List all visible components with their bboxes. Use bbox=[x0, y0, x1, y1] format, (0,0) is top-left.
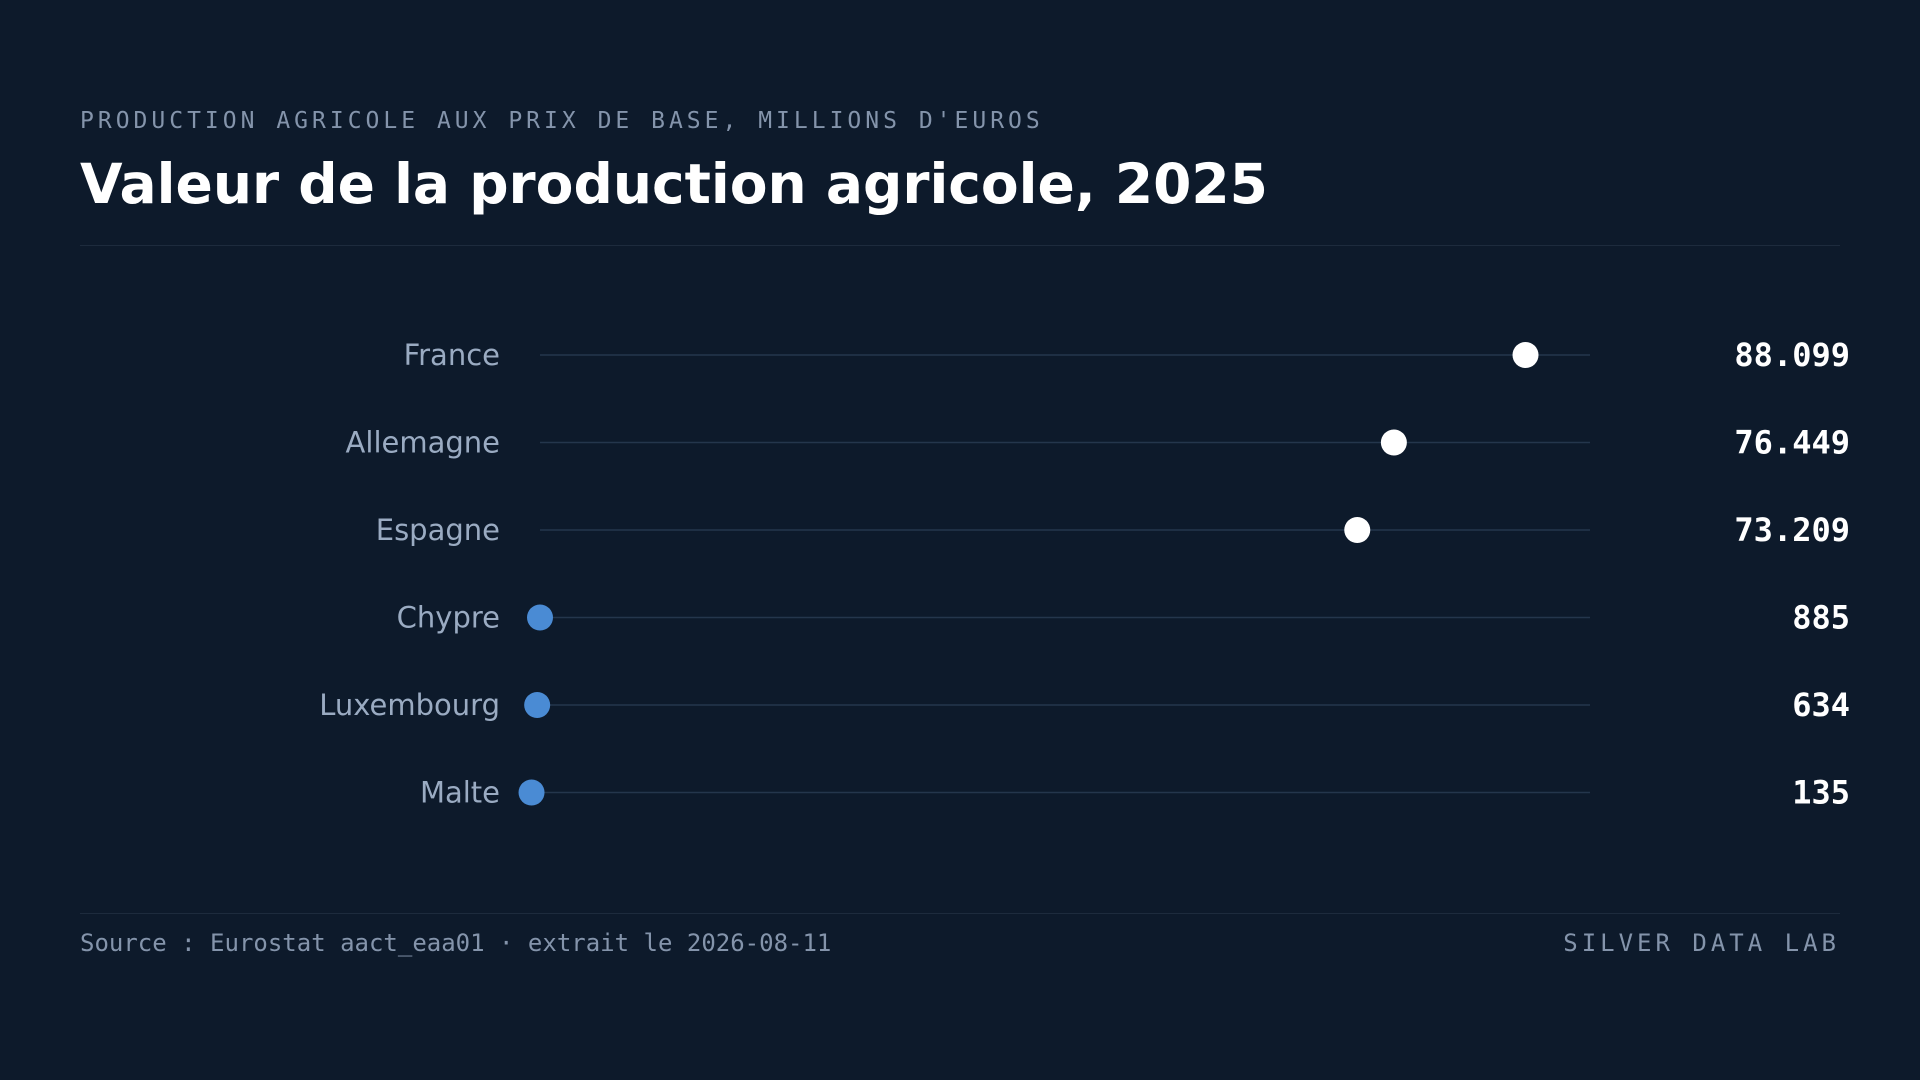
value-label-chypre: 885 bbox=[1792, 599, 1850, 637]
data-point-france bbox=[1512, 342, 1539, 368]
category-label-luxembourg: Luxembourg bbox=[319, 688, 500, 722]
chart-subtitle: PRODUCTION AGRICOLE AUX PRIX DE BASE, MI… bbox=[80, 108, 1044, 134]
category-label-espagne: Espagne bbox=[376, 513, 500, 547]
brand-label: SILVER DATA LAB bbox=[1563, 929, 1840, 957]
value-label-luxembourg: 634 bbox=[1792, 686, 1850, 724]
category-label-allemagne: Allemagne bbox=[346, 426, 500, 460]
data-point-chypre bbox=[527, 604, 554, 631]
footer-divider bbox=[80, 913, 1840, 914]
value-label-allemagne: 76.449 bbox=[1734, 424, 1850, 462]
value-label-malte: 135 bbox=[1792, 774, 1850, 812]
data-point-allemagne bbox=[1380, 429, 1407, 456]
value-label-france: 88.099 bbox=[1734, 336, 1850, 374]
source-note: Source : Eurostat aact_eaa01 · extrait l… bbox=[80, 929, 832, 957]
data-point-malte bbox=[518, 779, 545, 806]
header-divider bbox=[80, 245, 1840, 246]
data-point-luxembourg bbox=[524, 692, 551, 718]
data-point-espagne bbox=[1344, 517, 1371, 543]
category-label-chypre: Chypre bbox=[397, 601, 500, 635]
value-label-espagne: 73.209 bbox=[1734, 511, 1850, 549]
category-label-malte: Malte bbox=[420, 776, 500, 810]
category-label-france: France bbox=[404, 338, 500, 372]
chart-title: Valeur de la production agricole, 2025 bbox=[80, 152, 1268, 216]
